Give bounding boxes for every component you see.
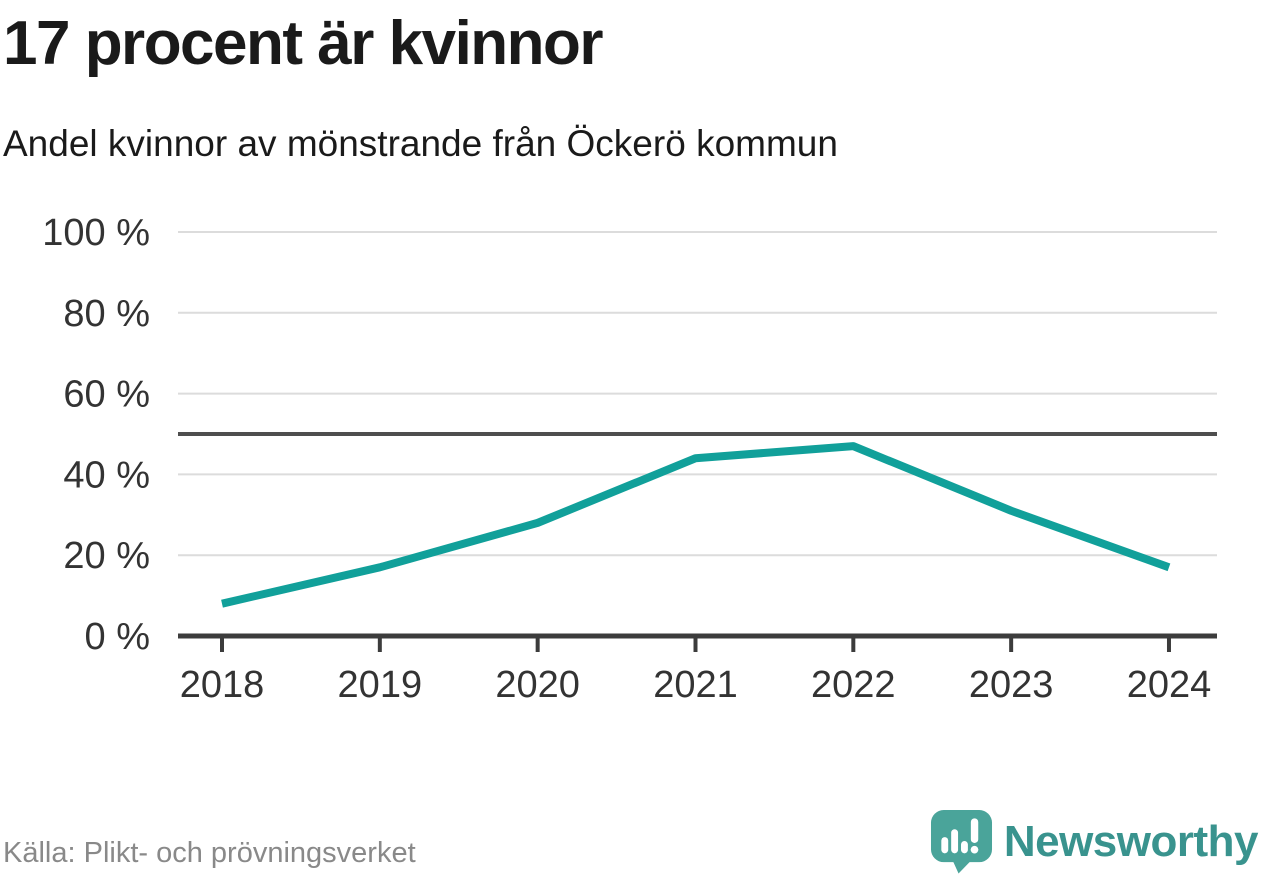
x-tick-label: 2021 (653, 664, 738, 706)
source-note: Källa: Plikt- och prövningsverket (3, 837, 416, 869)
x-tick-label: 2018 (180, 664, 265, 706)
y-tick-label: 80 % (63, 293, 150, 335)
newsworthy-logo: Newsworthy (930, 809, 1259, 874)
y-tick-label: 20 % (63, 535, 150, 577)
trend-line (221, 442, 1171, 608)
y-tick-label: 100 % (42, 212, 150, 254)
x-tick-label: 2019 (338, 664, 423, 706)
y-tick-label: 0 % (85, 616, 150, 658)
line-chart: 0 % 20 % 40 % 60 % 80 % 100 % 2018 2019 2020 2021… (42, 212, 1217, 706)
y-tick-label: 60 % (63, 374, 150, 416)
chart-subtitle: Andel kvinnor av mönstrande från Öckerö … (3, 123, 838, 164)
x-tick-label: 2023 (969, 664, 1054, 706)
y-tick-label: 40 % (63, 454, 150, 496)
newsworthy-chart-bubble-icon (930, 810, 992, 874)
x-tick-label: 2024 (1127, 664, 1212, 706)
x-tick-label: 2020 (495, 664, 580, 706)
bar-chart-glyph (941, 818, 979, 854)
speech-bubble-shape (930, 810, 992, 874)
x-tick-label: 2022 (811, 664, 896, 706)
newsworthy-wordmark: Newsworthy (1003, 816, 1259, 866)
chart-title: 17 procent är kvinnor (3, 9, 604, 78)
